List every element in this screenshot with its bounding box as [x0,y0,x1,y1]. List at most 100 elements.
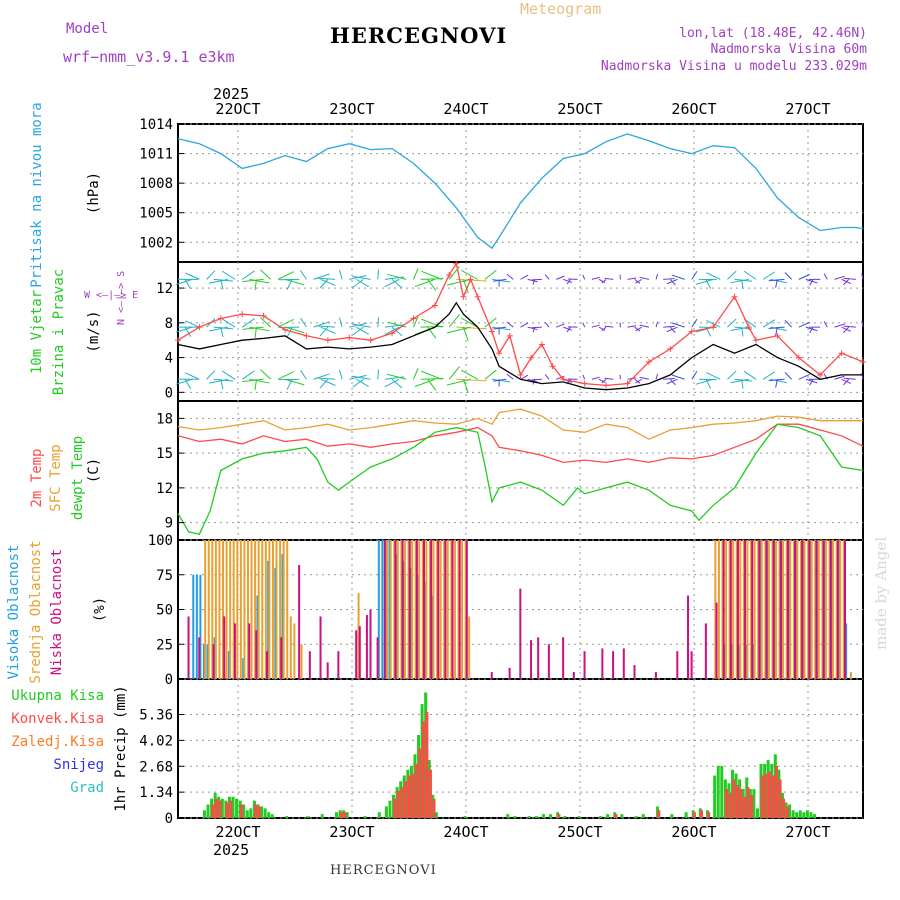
bar-clouds [451,540,454,679]
bar-clouds [612,651,615,679]
wind-vector [319,279,329,289]
wind-vector [531,326,542,329]
wind-vector [527,278,538,283]
bar-clouds [411,540,414,679]
bar-clouds [814,540,817,679]
bar-clouds [281,553,284,679]
bar-clouds [721,540,724,679]
bar-clouds [381,540,384,679]
wind-vector [823,321,828,328]
gust-marker [752,337,759,344]
wind-vector [743,270,757,280]
wind-vector [639,324,650,328]
bar-clouds [279,540,282,679]
wind-vector [627,277,637,280]
bar-precip [249,808,253,818]
wind-vector [377,369,379,380]
wind-vector [598,278,606,283]
bar-clouds [808,540,811,679]
gust-marker [303,332,310,339]
bar-clouds [757,540,760,679]
bar-clouds [764,540,767,679]
wind-vector [254,327,257,338]
wind-vector [446,326,471,334]
wind-vector [531,378,542,381]
bar-clouds [815,540,818,679]
gust-marker [410,315,417,322]
wind-vector [762,319,776,328]
bar-precip [421,721,425,818]
gust-marker [217,315,224,322]
bar-precip [620,814,624,818]
wind-vector [208,326,229,332]
bar-clouds [799,540,802,679]
wind-vector [598,378,606,383]
y-tick-label: 0 [165,672,173,688]
bar-clouds [218,540,221,679]
y-tick-label: 12 [156,281,173,297]
bar-precip [235,798,239,818]
wind-vector [639,276,650,280]
bar-clouds [421,540,424,679]
meteogram-label: Meteogram [520,0,601,18]
bar-clouds [396,540,399,679]
wind-vector [260,369,272,380]
wind-vector [695,278,714,285]
bar-clouds [795,540,798,679]
wind-vector [663,278,675,280]
wind-vector [784,272,793,280]
bar-clouds [739,540,742,679]
bar-clouds [751,540,754,679]
bar-precip [739,789,743,818]
bar-precip [767,771,771,818]
top-year-label: 2025 [213,85,249,103]
wind-vector [414,278,436,288]
y-tick-label: 2.68 [139,759,173,775]
bar-precip [563,816,567,818]
bar-precip [577,816,581,818]
wind-vector [413,316,419,328]
bar-clouds [792,540,795,679]
bottom-date-label: 26OCT [671,823,716,841]
bar-clouds [838,540,841,679]
bar-clouds [357,592,360,679]
bar-clouds [732,540,735,679]
wind-vector [241,370,255,380]
bar-precip [534,816,538,818]
wind-vector [284,278,305,286]
bar-clouds [744,540,747,679]
bar-clouds [246,540,249,679]
bar-precip [641,814,645,818]
y-tick-label: 75 [156,568,173,584]
bar-clouds [457,540,460,679]
bar-clouds [562,637,565,679]
wind-vector [448,366,460,380]
gust-marker [467,276,474,283]
bar-clouds [417,574,420,679]
bar-clouds [803,540,806,679]
bar-precip [795,812,799,818]
bar-clouds [402,560,405,679]
bar-clouds [204,540,207,679]
bar-clouds [835,540,838,679]
bar-clouds [830,540,833,679]
wind-vector [242,378,264,383]
bar-precip [634,816,638,818]
elevation-label: Nadmorska Visina 60m [710,42,867,57]
wind-vector [175,378,193,385]
bar-clouds [746,540,749,679]
wind-vector [775,279,778,288]
wind-vector [775,327,778,336]
wind-vector [506,273,514,280]
wind-vector [520,322,529,328]
bar-clouds [195,574,198,679]
y-tick-label: 4.02 [139,733,173,749]
wind-vector [730,326,749,331]
bar-precip [225,802,229,818]
bar-clouds [809,540,812,679]
wind-vector [221,270,236,280]
bar-clouds [490,672,493,679]
bar-precip [760,775,764,818]
bar-clouds [214,540,217,679]
wind-vector [284,326,305,334]
